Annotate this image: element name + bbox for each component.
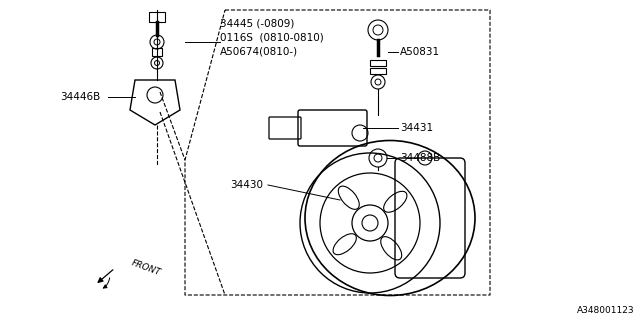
Text: 0116S  (0810-0810): 0116S (0810-0810)	[220, 32, 324, 42]
Bar	[370, 60, 386, 66]
Text: FRONT: FRONT	[130, 259, 162, 277]
Bar	[149, 12, 165, 22]
Text: A50831: A50831	[400, 47, 440, 57]
Text: 34431: 34431	[400, 123, 433, 133]
Text: 34488B: 34488B	[400, 153, 440, 163]
Bar	[370, 68, 386, 74]
Text: A50674(0810-): A50674(0810-)	[220, 46, 298, 56]
Bar	[152, 48, 162, 56]
Text: 34445 (-0809): 34445 (-0809)	[220, 18, 294, 28]
Text: A348001123: A348001123	[577, 306, 635, 315]
Text: 34446B: 34446B	[60, 92, 100, 102]
Text: 34430: 34430	[230, 180, 263, 190]
